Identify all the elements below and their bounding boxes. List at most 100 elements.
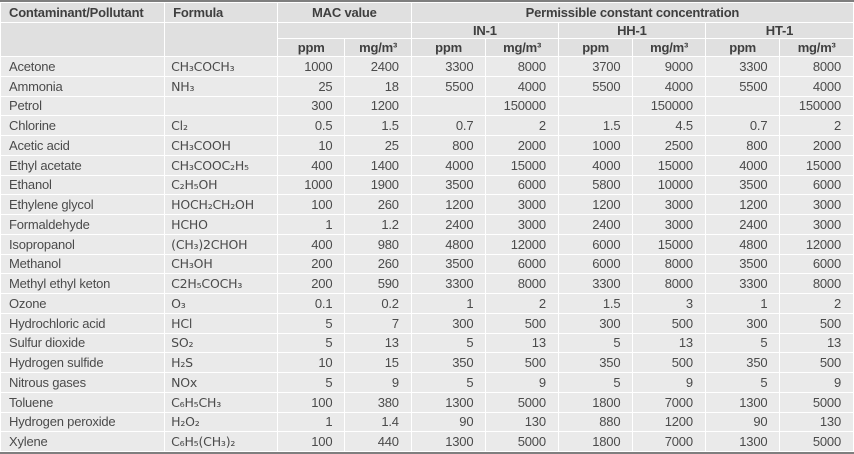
value-cell: 15000	[633, 234, 705, 254]
blank-header-cell	[277, 23, 411, 38]
value-cell: 1300	[411, 392, 486, 412]
value-cell: 4000	[411, 155, 486, 175]
value-cell: 4800	[705, 234, 780, 254]
header-contaminant: Contaminant/Pollutant	[1, 3, 165, 22]
table-row: Toluene C₆H₅CH₃ 100 380 1300 5000 1800 7000 1300…	[1, 392, 853, 412]
value-cell: 100	[277, 392, 345, 412]
value-cell: 500	[486, 353, 558, 372]
pollutant-name: Ethanol	[1, 175, 165, 195]
value-cell: 2400	[705, 215, 780, 234]
value-cell: 7000	[633, 392, 705, 412]
header-permissible-concentration: Permissible constant concentration	[411, 3, 853, 22]
value-cell: 400	[277, 234, 345, 254]
value-cell: 1300	[411, 432, 486, 451]
table-row: Ethylene glycol HOCH₂CH₂OH 100 260 1200 3000 1…	[1, 195, 853, 214]
value-cell: 15000	[486, 155, 558, 175]
header-row-units: ppm mg/m³ ppm mg/m³ ppm mg/m³ ppm mg/m³	[1, 39, 853, 56]
table-row: Methyl ethyl keton C2H₅COCH₃ 200 590 3300 800…	[1, 274, 853, 293]
pollutant-name: Acetone	[1, 57, 165, 76]
value-cell: 2	[780, 116, 853, 135]
value-cell: 6000	[486, 254, 558, 274]
value-cell: 6000	[558, 254, 633, 274]
value-cell: 5	[277, 333, 345, 353]
value-cell: 0.7	[705, 116, 780, 135]
pollutant-name: Formaldehyde	[1, 215, 165, 234]
value-cell: 800	[411, 136, 486, 155]
pollutant-name: Petrol	[1, 96, 165, 116]
value-cell: 5000	[486, 432, 558, 451]
value-cell: 4000	[705, 155, 780, 175]
formula: HOCH₂CH₂OH	[165, 195, 277, 214]
value-cell: 90	[411, 412, 486, 432]
value-cell: 5500	[705, 76, 780, 96]
value-cell: 15000	[633, 155, 705, 175]
value-cell: 1.5	[345, 116, 411, 135]
header-formula: Formula	[165, 3, 277, 22]
value-cell: 3	[633, 294, 705, 313]
value-cell: 1.5	[558, 294, 633, 313]
value-cell: 1000	[558, 136, 633, 155]
header-row-top: Contaminant/Pollutant Formula MAC value …	[1, 3, 853, 22]
value-cell: 6000	[780, 254, 853, 274]
value-cell: 3500	[411, 175, 486, 195]
table-row: Hydrochloric acid HCl 5 7 300 500 300 500 300 500	[1, 313, 853, 333]
value-cell: 880	[558, 412, 633, 432]
table-row: Petrol 300 1200 150000 150000 150000	[1, 96, 853, 116]
pollutant-name: Ethyl acetate	[1, 155, 165, 175]
value-cell: 15	[345, 353, 411, 372]
value-cell: 4000	[486, 76, 558, 96]
table-row: Ozone O₃ 0.1 0.2 1 2 1.5 3 1 2	[1, 294, 853, 313]
value-cell: 1200	[705, 195, 780, 214]
value-cell: 18	[345, 76, 411, 96]
table-row: Hydrogen peroxide H₂O₂ 1 1.4 90 130 880 1200 90 1…	[1, 412, 853, 432]
value-cell: 3300	[411, 274, 486, 293]
value-cell: 3300	[705, 274, 780, 293]
header-unit-mg: mg/m³	[633, 39, 705, 56]
table-row: Chlorine Cl₂ 0.5 1.5 0.7 2 1.5 4.5 0.7 2	[1, 116, 853, 135]
pollutant-name: Toluene	[1, 392, 165, 412]
header-group-hh1: HH-1	[558, 23, 705, 38]
value-cell: 2400	[345, 57, 411, 76]
value-cell: 1200	[558, 195, 633, 214]
value-cell: 7	[345, 313, 411, 333]
pollutant-name: Nitrous gases	[1, 373, 165, 392]
value-cell: 5000	[780, 392, 853, 412]
value-cell: 440	[345, 432, 411, 451]
value-cell: 3000	[633, 215, 705, 234]
formula: (CH₃)2CHOH	[165, 234, 277, 254]
value-cell: 5	[558, 373, 633, 392]
pollutant-name: Methanol	[1, 254, 165, 274]
value-cell: 8000	[633, 254, 705, 274]
value-cell: 10000	[633, 175, 705, 195]
value-cell: 2500	[633, 136, 705, 155]
value-cell: 2	[780, 294, 853, 313]
value-cell: 3300	[705, 57, 780, 76]
value-cell: 3300	[411, 57, 486, 76]
value-cell: 200	[277, 274, 345, 293]
value-cell: 6000	[486, 175, 558, 195]
value-cell: 13	[633, 333, 705, 353]
pollutant-name: Hydrogen peroxide	[1, 412, 165, 432]
value-cell: 1	[277, 215, 345, 234]
formula: C₆H₅CH₃	[165, 392, 277, 412]
value-cell	[411, 96, 486, 116]
header-unit-ppm: ppm	[705, 39, 780, 56]
header-unit-ppm: ppm	[411, 39, 486, 56]
value-cell: 13	[780, 333, 853, 353]
value-cell: 350	[558, 353, 633, 372]
value-cell: 300	[558, 313, 633, 333]
value-cell: 13	[486, 333, 558, 353]
value-cell	[558, 96, 633, 116]
value-cell: 350	[705, 353, 780, 372]
value-cell: 9	[633, 373, 705, 392]
pollutant-name: Ammonia	[1, 76, 165, 96]
pollutant-name: Ozone	[1, 294, 165, 313]
value-cell: 0.7	[411, 116, 486, 135]
value-cell: 5	[705, 373, 780, 392]
value-cell: 3500	[705, 254, 780, 274]
value-cell: 0.2	[345, 294, 411, 313]
value-cell: 1.2	[345, 215, 411, 234]
value-cell: 3000	[486, 215, 558, 234]
